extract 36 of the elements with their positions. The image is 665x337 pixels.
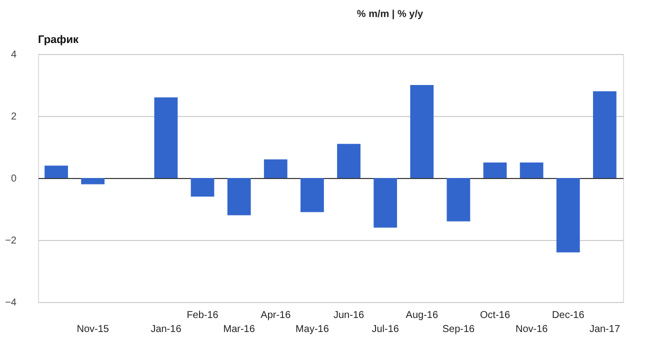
bar	[337, 144, 360, 178]
x-tick-label: Aug-16	[406, 310, 438, 321]
x-tick-label: Jan-17	[589, 324, 620, 335]
x-tick-label: Oct-16	[480, 310, 510, 321]
x-tick-label: Mar-16	[223, 324, 256, 335]
x-tick-label: Feb-16	[186, 310, 219, 321]
x-tick-label: Jun-16	[333, 310, 365, 321]
x-tick-label: Nov-16	[515, 324, 548, 335]
bar	[446, 178, 470, 222]
chart-title: График	[38, 34, 80, 46]
bar	[483, 162, 507, 178]
bar	[81, 178, 105, 184]
y-tick-label: −2	[5, 236, 17, 246]
bar	[520, 162, 544, 178]
bar	[410, 85, 434, 178]
bar	[556, 178, 580, 252]
y-tick-label: 4	[10, 50, 17, 60]
x-tick-label: Jul-16	[372, 324, 400, 335]
bar	[227, 178, 251, 216]
bar	[374, 178, 398, 228]
bar	[44, 166, 68, 178]
y-tick-label: 2	[10, 112, 17, 122]
text: % m/m | % y/y	[356, 9, 424, 20]
x-tick-label: Dec-16	[552, 310, 585, 321]
y-tick-label: 0	[10, 174, 17, 184]
x-tick-label: Apr-16	[260, 310, 292, 321]
bar	[264, 159, 288, 178]
x-tick-label: May-16	[296, 324, 330, 335]
bar	[300, 178, 324, 212]
bar	[154, 97, 178, 178]
y-tick-label: −4	[5, 298, 17, 308]
x-tick-label: Sep-16	[442, 324, 476, 335]
bar	[190, 178, 214, 197]
x-tick-label: Jan-16	[150, 324, 182, 335]
x-tick-label: Nov-15	[76, 324, 110, 335]
bar	[593, 91, 616, 178]
